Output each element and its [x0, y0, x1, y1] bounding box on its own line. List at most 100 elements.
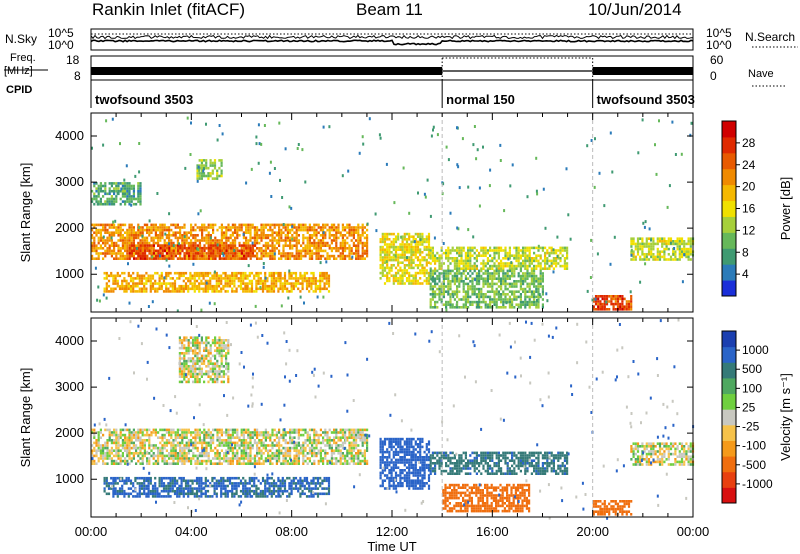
date-label: 10/Jun/2014 — [588, 0, 682, 19]
velocity-echo-region — [103, 476, 331, 498]
velocity-colorbar-tick: -25 — [742, 420, 760, 434]
power-panel — [90, 112, 695, 313]
power-echo-region — [103, 271, 331, 293]
velocity-colorbar-swatch — [722, 393, 736, 410]
y-axis-label: Slant Range [km] — [18, 368, 33, 468]
power-colorbar-swatch — [722, 200, 736, 217]
velocity-colorbar-swatch — [722, 409, 736, 426]
velocity-colorbar-tick: 25 — [742, 400, 756, 414]
velocity-colorbar-tick: 500 — [742, 362, 762, 376]
velocity-colorbar-swatch — [722, 456, 736, 473]
freq-right-tick: 60 — [710, 53, 724, 67]
power-echo-region — [128, 244, 257, 260]
cpid-segment-label: twofsound 3503 — [597, 92, 695, 107]
power-colorbar-swatch — [722, 216, 736, 233]
power-colorbar-tick: 28 — [742, 136, 756, 150]
power-colorbar-tick: 16 — [742, 202, 756, 216]
y-tick-label: 2000 — [55, 220, 84, 235]
velocity-panel — [90, 317, 695, 520]
velocity-echo-region — [630, 442, 695, 466]
y-tick-label: 3000 — [55, 379, 84, 394]
noise-panel-frame — [90, 28, 694, 51]
cpid-label: CPID — [6, 84, 33, 96]
y-axis-label: Slant Range [km] — [18, 163, 33, 263]
noise-left-tick: 10^5 — [48, 26, 74, 40]
x-tick-label: 16:00 — [476, 524, 509, 539]
velocity-colorbar-tick: -500 — [742, 458, 766, 472]
power-echo-region — [429, 246, 569, 270]
velocity-colorbar-swatch — [722, 362, 736, 379]
power-colorbar-swatch — [722, 121, 736, 138]
velocity-colorbar-tick: 1000 — [742, 343, 769, 357]
power-colorbar-swatch — [722, 168, 736, 186]
nsearch-label: N.Search — [745, 30, 796, 44]
power-colorbar-swatch — [722, 264, 736, 281]
noise-left-tick: 10^0 — [48, 38, 74, 52]
y-tick-label: 1000 — [55, 471, 84, 486]
power-echo-region — [379, 232, 431, 285]
y-tick-label: 4000 — [55, 333, 84, 348]
power-echo-region — [196, 159, 223, 180]
freq-bar-2 — [592, 67, 693, 75]
chart-title: Rankin Inlet (fitACF) — [92, 0, 246, 19]
velocity-echo-region — [442, 483, 531, 513]
velocity-colorbar-swatch — [722, 346, 736, 363]
power-colorbar-swatch — [722, 184, 736, 202]
power-echo-region — [630, 237, 695, 261]
velocity-echo-region — [592, 500, 633, 516]
power-echo-region — [429, 269, 544, 309]
power-background — [91, 113, 693, 312]
x-tick-label: 00:00 — [677, 524, 710, 539]
power-colorbar — [721, 120, 740, 297]
x-tick-label: 08:00 — [275, 524, 308, 539]
cpid-segment-label: normal 150 — [446, 92, 515, 107]
velocity-colorbar-tick: -100 — [742, 439, 766, 453]
freq-unit-label: [MHz] — [4, 65, 33, 77]
freq-label: Freq. — [10, 52, 36, 64]
noise-right-tick: 10^5 — [706, 26, 732, 40]
cpid-row-edges — [90, 80, 694, 108]
velocity-colorbar-tick: 100 — [742, 381, 762, 395]
nsky-label: N.Sky — [5, 32, 38, 46]
y-tick-label: 3000 — [55, 174, 84, 189]
power-colorbar-tick: 20 — [742, 180, 756, 194]
cpid-change-markers — [441, 58, 594, 80]
velocity-colorbar-swatch — [722, 487, 736, 504]
noise-right-tick: 10^0 — [706, 38, 732, 52]
beam-label: Beam 11 — [356, 0, 423, 19]
power-echo-region — [91, 182, 142, 206]
power-colorbar-swatch — [722, 280, 736, 297]
noise-sky-line — [90, 39, 694, 46]
power-scatter-echoes — [91, 116, 694, 313]
velocity-colorbar-swatch — [722, 440, 736, 457]
x-axis-label: Time UT — [367, 539, 416, 554]
x-tick-label: 00:00 — [75, 524, 108, 539]
velocity-colorbar-swatch — [722, 377, 736, 395]
freq-left-tick: 18 — [66, 53, 80, 67]
velocity-echo-region — [429, 451, 569, 475]
power-colorbar-swatch — [722, 136, 736, 154]
freq-right-tick: 0 — [710, 69, 717, 83]
power-colorbar-tick: 24 — [742, 158, 756, 172]
nave-label: Nave — [748, 68, 774, 80]
velocity-colorbar-swatch — [722, 424, 736, 441]
velocity-colorbar-swatch — [722, 331, 736, 348]
velocity-colorbar-label: Velocity [m s⁻¹] — [778, 373, 793, 461]
velocity-colorbar — [721, 330, 740, 504]
cpid-segment-label: twofsound 3503 — [95, 92, 193, 107]
y-tick-label: 4000 — [55, 128, 84, 143]
x-tick-label: 12:00 — [376, 524, 409, 539]
velocity-colorbar-frame — [721, 330, 737, 504]
velocity-colorbar-tick: -1000 — [742, 477, 773, 491]
power-colorbar-swatch — [722, 232, 736, 249]
power-echo-region — [592, 295, 633, 311]
y-tick-label: 1000 — [55, 266, 84, 281]
velocity-echo-region — [178, 336, 230, 384]
power-colorbar-tick: 4 — [742, 267, 749, 281]
power-colorbar-tick: 12 — [742, 223, 756, 237]
velocity-colorbar-swatch — [722, 471, 736, 488]
velocity-echo-region — [379, 437, 431, 490]
power-colorbar-label: Power [dB] — [778, 177, 793, 241]
velocity-scatter-echoes — [91, 318, 695, 520]
